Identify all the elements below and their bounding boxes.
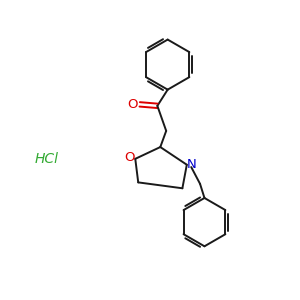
Text: O: O — [127, 98, 138, 111]
Text: HCl: HCl — [35, 152, 59, 166]
Text: N: N — [187, 158, 197, 171]
Text: O: O — [125, 151, 135, 164]
